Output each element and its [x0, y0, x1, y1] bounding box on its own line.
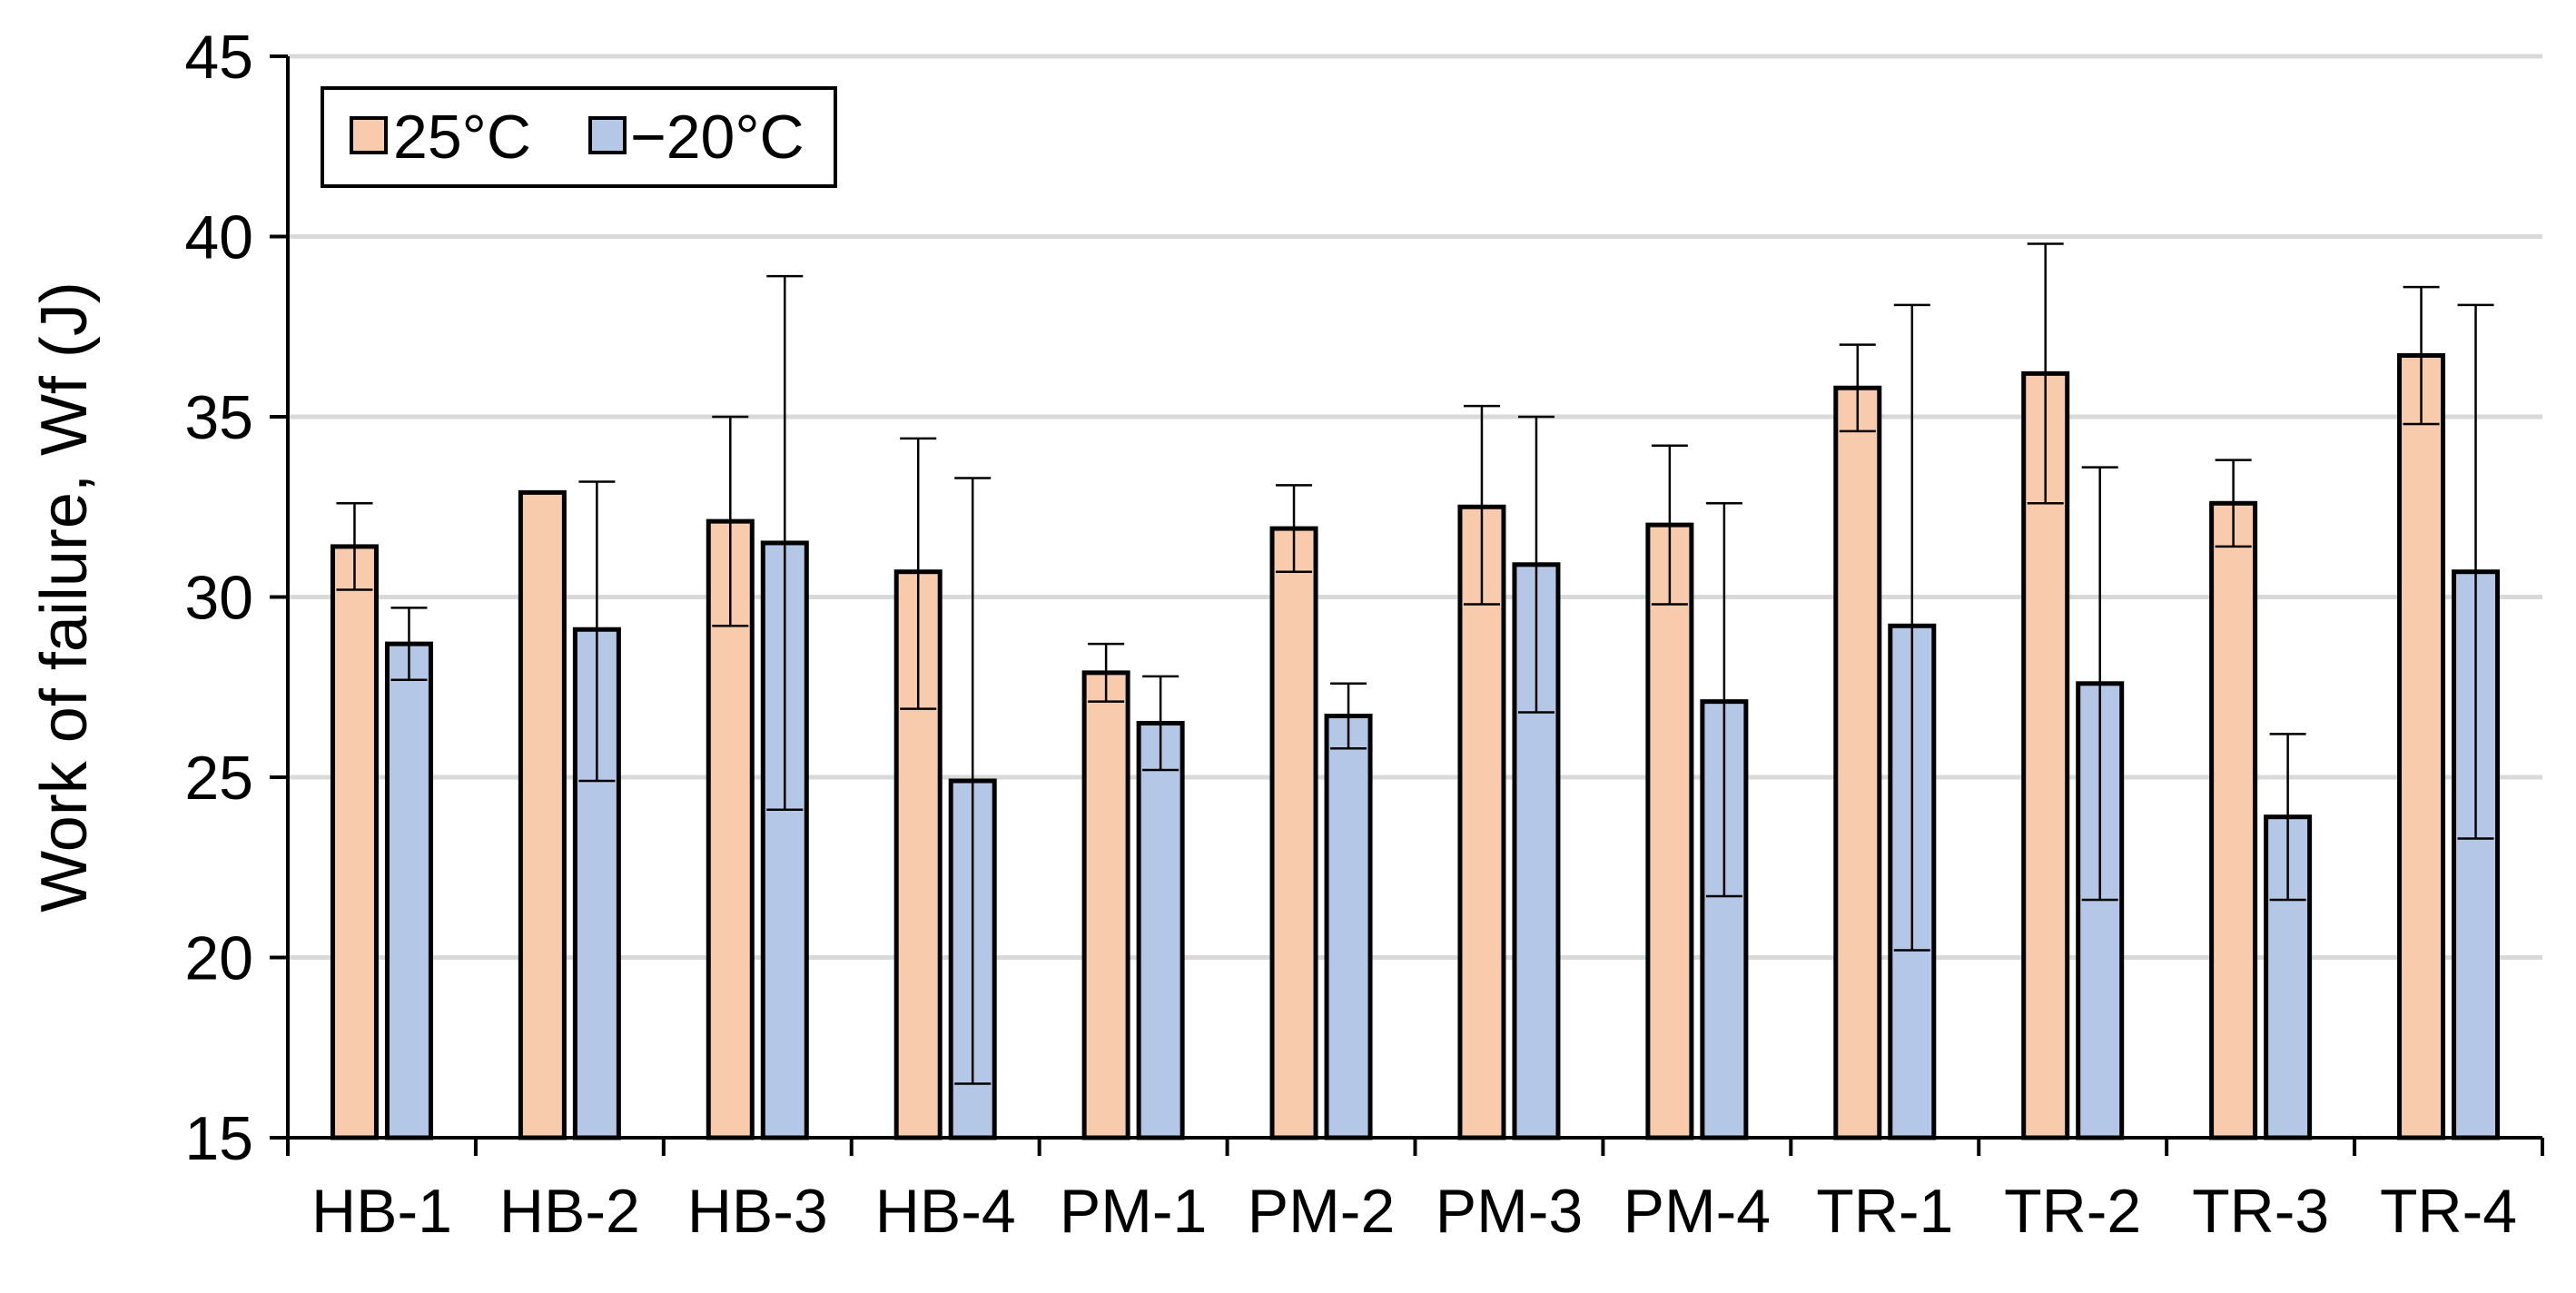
legend-swatch-minus20c — [588, 116, 627, 154]
gridlines — [288, 54, 2542, 960]
x-tick-label: PM-3 — [1436, 1177, 1583, 1246]
legend-label-minus20c: −20°C — [630, 103, 804, 172]
x-tick-label: PM-4 — [1624, 1177, 1771, 1246]
legend: 25°C −20°C — [321, 86, 837, 188]
x-tick-label: HB-4 — [875, 1177, 1016, 1246]
legend-label-25c: 25°C — [393, 103, 531, 172]
legend-box — [321, 86, 837, 188]
x-tick-label: TR-3 — [2192, 1177, 2329, 1246]
x-tick-label: TR-4 — [2380, 1177, 2517, 1246]
bar-25c — [330, 544, 379, 1140]
bar-minus20c — [1324, 714, 1373, 1140]
y-tick-label: 45 — [184, 23, 253, 92]
bar-minus20c — [384, 641, 433, 1140]
bar-25c — [1457, 504, 1506, 1140]
bar-25c — [2397, 353, 2446, 1140]
x-tick-label: HB-3 — [687, 1177, 828, 1246]
error-bars — [336, 242, 2494, 1085]
x-tick-label: TR-2 — [2004, 1177, 2141, 1246]
legend-swatch-25c — [350, 116, 388, 154]
bar-minus20c — [1136, 720, 1185, 1140]
y-tick-label: 30 — [184, 564, 253, 633]
bar-25c — [518, 489, 567, 1140]
y-tick-label: 20 — [184, 924, 253, 993]
x-tick-label: PM-1 — [1060, 1177, 1207, 1246]
bar-25c — [1081, 670, 1130, 1140]
bar-25c — [2209, 500, 2258, 1140]
x-tick-label: TR-1 — [1816, 1177, 1953, 1246]
tick-labels: 15 20 25 30 35 40 45 HB-1 HB-2 HB-3 HB-4 PM-1 PM-2 PM… — [184, 23, 2544, 1246]
y-tick-label: 35 — [184, 383, 253, 452]
bar-25c — [1645, 522, 1694, 1140]
x-tick-label: PM-2 — [1248, 1177, 1395, 1246]
x-tick-label: HB-1 — [311, 1177, 452, 1246]
y-tick-label: 40 — [184, 203, 253, 272]
y-axis-title: Work of failure, Wf (J) — [28, 281, 101, 913]
bar-25c — [1269, 526, 1318, 1140]
bar-25c — [1833, 385, 1882, 1140]
x-tick-label: HB-2 — [499, 1177, 640, 1246]
y-tick-label: 25 — [184, 744, 253, 813]
bars — [330, 353, 2501, 1140]
y-tick-label: 15 — [184, 1104, 253, 1173]
